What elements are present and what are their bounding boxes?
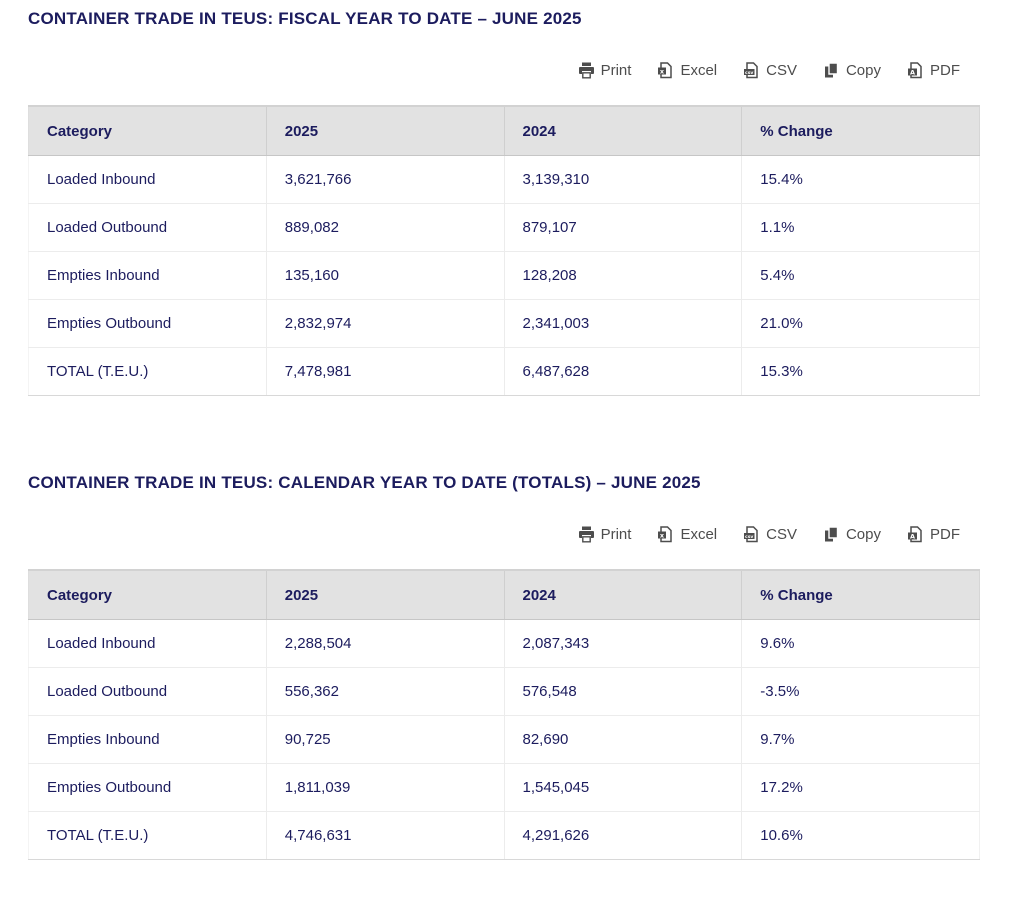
print-button[interactable]: Print bbox=[577, 61, 632, 79]
table-row: Loaded Inbound 3,621,766 3,139,310 15.4% bbox=[28, 155, 980, 204]
table-cell-pct-change: 21.0% bbox=[741, 299, 980, 348]
column-header-category: Category bbox=[28, 105, 267, 156]
table-cell-2024: 2,087,343 bbox=[503, 619, 742, 668]
table-row: Empties Inbound 135,160 128,208 5.4% bbox=[28, 251, 980, 300]
excel-file-icon bbox=[657, 526, 674, 543]
table-cell-2025: 889,082 bbox=[265, 203, 504, 252]
table-cell-2025: 3,621,766 bbox=[265, 155, 504, 204]
pdf-file-icon bbox=[907, 526, 924, 543]
table-cell-2025: 2,832,974 bbox=[265, 299, 504, 348]
excel-file-icon bbox=[657, 62, 674, 79]
column-header-category: Category bbox=[28, 569, 267, 620]
table-cell-2025: 2,288,504 bbox=[265, 619, 504, 668]
table-row-total: TOTAL (T.E.U.) 4,746,631 4,291,626 10.6% bbox=[28, 811, 980, 860]
container-trade-report-page: CONTAINER TRADE IN TEUS: FISCAL YEAR TO … bbox=[28, 8, 980, 860]
table-cell-category: Loaded Outbound bbox=[28, 203, 267, 252]
table-header-row: Category 2025 2024 % Change bbox=[28, 105, 980, 156]
table-cell-pct-change: 17.2% bbox=[741, 763, 980, 812]
column-header-pct-change: % Change bbox=[741, 569, 980, 620]
table-cell-pct-change: 9.7% bbox=[741, 715, 980, 764]
csv-button-label: CSV bbox=[766, 525, 797, 543]
table-cell-2025: 90,725 bbox=[265, 715, 504, 764]
excel-button-label: Excel bbox=[680, 61, 718, 79]
csv-file-icon bbox=[743, 62, 760, 79]
pdf-button[interactable]: PDF bbox=[907, 62, 960, 79]
table-cell-2025: 7,478,981 bbox=[265, 347, 504, 396]
table-row: Empties Outbound 1,811,039 1,545,045 17.… bbox=[28, 763, 980, 812]
table-cell-2024: 2,341,003 bbox=[503, 299, 742, 348]
table-cell-2024: 4,291,626 bbox=[503, 811, 742, 860]
copy-pages-icon bbox=[823, 525, 840, 543]
calendar-ytd-table: Category 2025 2024 % Change Loaded Inbou… bbox=[28, 569, 980, 860]
table-cell-2024: 3,139,310 bbox=[503, 155, 742, 204]
calendar-ytd-section: CONTAINER TRADE IN TEUS: CALENDAR YEAR T… bbox=[28, 472, 980, 860]
csv-button-label: CSV bbox=[766, 61, 797, 79]
print-button-label: Print bbox=[600, 61, 632, 79]
table-cell-2024: 879,107 bbox=[503, 203, 742, 252]
excel-button[interactable]: Excel bbox=[657, 62, 717, 79]
print-button[interactable]: Print bbox=[577, 525, 632, 543]
table-cell-2025: 4,746,631 bbox=[265, 811, 504, 860]
table-cell-2025: 1,811,039 bbox=[265, 763, 504, 812]
fiscal-ytd-table: Category 2025 2024 % Change Loaded Inbou… bbox=[28, 105, 980, 396]
table-cell-pct-change: -3.5% bbox=[741, 667, 980, 716]
pdf-button-label: PDF bbox=[930, 525, 960, 543]
csv-file-icon bbox=[743, 526, 760, 543]
table-cell-category: Empties Inbound bbox=[28, 715, 267, 764]
table-row: Empties Inbound 90,725 82,690 9.7% bbox=[28, 715, 980, 764]
pdf-button[interactable]: PDF bbox=[907, 526, 960, 543]
table-cell-pct-change: 15.3% bbox=[741, 347, 980, 396]
pdf-button-label: PDF bbox=[930, 61, 960, 79]
table-cell-category: Loaded Inbound bbox=[28, 619, 267, 668]
csv-button[interactable]: CSV bbox=[743, 62, 797, 79]
table-cell-category: Empties Outbound bbox=[28, 763, 267, 812]
copy-button-label: Copy bbox=[845, 61, 881, 79]
table-cell-pct-change: 15.4% bbox=[741, 155, 980, 204]
column-header-2024: 2024 bbox=[503, 105, 742, 156]
table-cell-category: Loaded Inbound bbox=[28, 155, 267, 204]
calendar-ytd-title: CONTAINER TRADE IN TEUS: CALENDAR YEAR T… bbox=[28, 473, 701, 492]
excel-button[interactable]: Excel bbox=[657, 526, 717, 543]
table-cell-category: Loaded Outbound bbox=[28, 667, 267, 716]
table-row-total: TOTAL (T.E.U.) 7,478,981 6,487,628 15.3% bbox=[28, 347, 980, 396]
table-cell-pct-change: 5.4% bbox=[741, 251, 980, 300]
copy-button-label: Copy bbox=[845, 525, 881, 543]
table-cell-category: Empties Outbound bbox=[28, 299, 267, 348]
copy-pages-icon bbox=[823, 61, 840, 79]
pdf-file-icon bbox=[907, 62, 924, 79]
table-cell-category: Empties Inbound bbox=[28, 251, 267, 300]
table-cell-2025: 135,160 bbox=[265, 251, 504, 300]
table-cell-2024: 82,690 bbox=[503, 715, 742, 764]
table-cell-pct-change: 10.6% bbox=[741, 811, 980, 860]
column-header-2025: 2025 bbox=[265, 569, 504, 620]
table-cell-category: TOTAL (T.E.U.) bbox=[28, 347, 267, 396]
table-cell-2025: 556,362 bbox=[265, 667, 504, 716]
table-row: Empties Outbound 2,832,974 2,341,003 21.… bbox=[28, 299, 980, 348]
excel-button-label: Excel bbox=[680, 525, 718, 543]
fiscal-ytd-title: CONTAINER TRADE IN TEUS: FISCAL YEAR TO … bbox=[28, 9, 582, 28]
column-header-2025: 2025 bbox=[265, 105, 504, 156]
table-row: Loaded Inbound 2,288,504 2,087,343 9.6% bbox=[28, 619, 980, 668]
export-toolbar: Print Excel CSV Copy PDF bbox=[28, 59, 960, 81]
fiscal-ytd-section: CONTAINER TRADE IN TEUS: FISCAL YEAR TO … bbox=[28, 8, 980, 396]
column-header-pct-change: % Change bbox=[741, 105, 980, 156]
print-button-label: Print bbox=[600, 525, 632, 543]
printer-icon bbox=[577, 61, 595, 79]
printer-icon bbox=[577, 525, 595, 543]
column-header-2024: 2024 bbox=[503, 569, 742, 620]
table-row: Loaded Outbound 556,362 576,548 -3.5% bbox=[28, 667, 980, 716]
table-row: Loaded Outbound 889,082 879,107 1.1% bbox=[28, 203, 980, 252]
table-cell-pct-change: 1.1% bbox=[741, 203, 980, 252]
table-cell-2024: 6,487,628 bbox=[503, 347, 742, 396]
copy-button[interactable]: Copy bbox=[823, 62, 881, 79]
csv-button[interactable]: CSV bbox=[743, 526, 797, 543]
table-cell-2024: 128,208 bbox=[503, 251, 742, 300]
table-cell-2024: 576,548 bbox=[503, 667, 742, 716]
table-header-row: Category 2025 2024 % Change bbox=[28, 569, 980, 620]
export-toolbar: Print Excel CSV Copy PDF bbox=[28, 523, 960, 545]
table-cell-category: TOTAL (T.E.U.) bbox=[28, 811, 267, 860]
copy-button[interactable]: Copy bbox=[823, 526, 881, 543]
table-cell-pct-change: 9.6% bbox=[741, 619, 980, 668]
table-cell-2024: 1,545,045 bbox=[503, 763, 742, 812]
